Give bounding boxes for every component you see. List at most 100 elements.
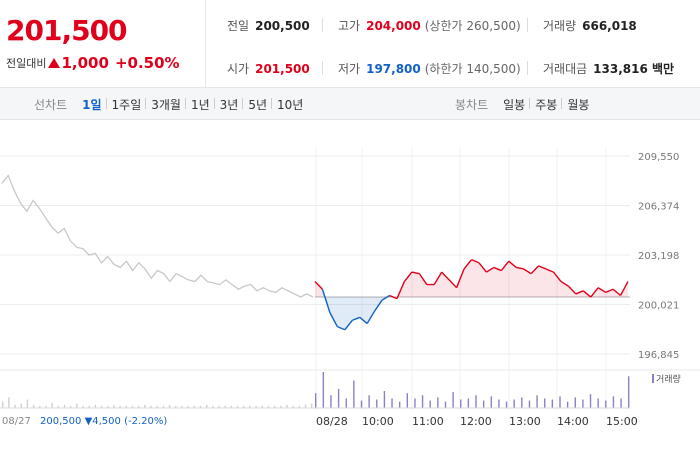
volume-legend: 거래량 (652, 372, 681, 385)
y-tick-label: 200,021 (638, 301, 679, 312)
volume-bar (482, 400, 485, 408)
volume-bar (521, 397, 523, 408)
volume-bar (69, 405, 72, 408)
volume-bar (113, 404, 115, 408)
stat-value: 204,000 (366, 19, 421, 33)
volume-bar (360, 400, 363, 408)
volume-bar (421, 395, 424, 408)
prev-date: 08/27 (2, 416, 31, 427)
volume-bar (199, 405, 202, 408)
area-segment (426, 284, 435, 298)
volume-bar (566, 401, 569, 408)
area-segment (546, 268, 554, 298)
volume-bar (304, 404, 307, 408)
volume-bar (376, 399, 378, 408)
x-tick-label: 08/28 (316, 415, 348, 428)
x-tick-label: 15:00 (606, 415, 638, 428)
area-segment (329, 297, 338, 327)
line-chart-tabs: 선차트 1일 1주일 3개월 1년 3년 5년 10년 (34, 88, 308, 120)
volume-bar (460, 399, 462, 408)
up-segment (493, 266, 502, 272)
prev-price: 200,500 (40, 416, 82, 427)
volume-bar (168, 404, 171, 408)
volume-bar (345, 398, 347, 408)
tab-1y[interactable]: 1년 (184, 96, 215, 113)
volume-bar (255, 405, 257, 408)
chart-tab-bar: 선차트 1일 1주일 3개월 1년 3년 5년 10년 봉차트 일봉 주봉 월봉 (0, 88, 700, 120)
volume-bar (315, 393, 317, 408)
tab-1d[interactable]: 1일 (82, 97, 102, 112)
volume-bar (298, 405, 301, 408)
area-segment (367, 297, 375, 324)
volume-bar (528, 400, 531, 408)
volume-bar (100, 405, 103, 408)
prev-day-info: 08/27 200,500 ▼4,500 (-2.20%) (2, 416, 167, 427)
area-segment (501, 261, 509, 298)
area-segment (359, 297, 368, 324)
area-segment (598, 287, 606, 298)
volume-bar (137, 405, 140, 408)
volume-bar (452, 392, 454, 408)
candle-chart-tabs: 봉차트 일봉 주봉 월봉 (455, 88, 594, 120)
volume-bar (57, 405, 60, 408)
down-segment (366, 310, 376, 324)
tab-1w[interactable]: 1주일 (105, 96, 147, 113)
volume-bar (612, 396, 615, 408)
up-segment (575, 290, 584, 295)
up-segment (403, 271, 413, 282)
stat-prev-close: 전일 200,500 (227, 17, 310, 34)
volume-bar (162, 405, 165, 408)
area-segment (404, 272, 412, 298)
stat-label: 저가 (338, 62, 361, 76)
tab-5y[interactable]: 5년 (242, 96, 272, 113)
tab-3y[interactable]: 3년 (213, 96, 244, 113)
tab-daily[interactable]: 일봉 (503, 97, 526, 112)
up-segment (463, 259, 473, 270)
stat-label: 거래대금 (543, 62, 588, 76)
upper-limit: (상한가 260,500) (424, 19, 521, 33)
volume-bar (437, 397, 439, 408)
volume-legend-label: 거래량 (656, 375, 681, 385)
volume-bar (589, 394, 592, 408)
volume-bar (475, 395, 477, 408)
volume-bar (243, 405, 245, 408)
tab-10y[interactable]: 10년 (271, 96, 308, 113)
volume-swatch (652, 374, 654, 383)
up-segment (486, 266, 495, 273)
up-segment (545, 268, 554, 273)
up-segment (448, 279, 458, 289)
volume-bar (536, 395, 538, 408)
change-percent: +0.50% (114, 54, 180, 72)
volume-bar (330, 395, 332, 408)
up-segment (478, 262, 487, 273)
volume-bar (14, 404, 16, 408)
volume-bar (337, 388, 340, 408)
prev-change: ▼4,500 (84, 416, 121, 427)
up-segment (530, 265, 540, 275)
tab-weekly[interactable]: 주봉 (529, 96, 562, 113)
y-tick-label: 206,374 (638, 202, 679, 213)
volume-bar (144, 404, 146, 408)
up-segment (314, 280, 323, 290)
volume-bar (414, 398, 416, 408)
y-tick-label: 203,198 (638, 251, 679, 262)
volume-bar (267, 405, 270, 408)
y-tick-label: 196,845 (638, 350, 679, 361)
prev-day-line (1, 174, 314, 298)
area-segment (344, 297, 353, 330)
volume-bar (63, 404, 66, 408)
volume-bar (280, 405, 282, 408)
price-chart-svg: 209,550 206,374 203,198 200,021 196,845 08/28… (0, 148, 700, 428)
tab-monthly[interactable]: 월봉 (561, 96, 594, 113)
volume-bar (88, 405, 90, 408)
volume-bar (559, 396, 561, 408)
tab-3m[interactable]: 3개월 (145, 96, 186, 113)
down-segment (321, 289, 331, 313)
volume-bar (205, 404, 208, 408)
y-tick-label: 209,550 (638, 152, 679, 163)
volume-bar (620, 398, 622, 408)
divider (322, 61, 323, 75)
area-segment (419, 273, 427, 298)
volume-bar (544, 398, 546, 408)
